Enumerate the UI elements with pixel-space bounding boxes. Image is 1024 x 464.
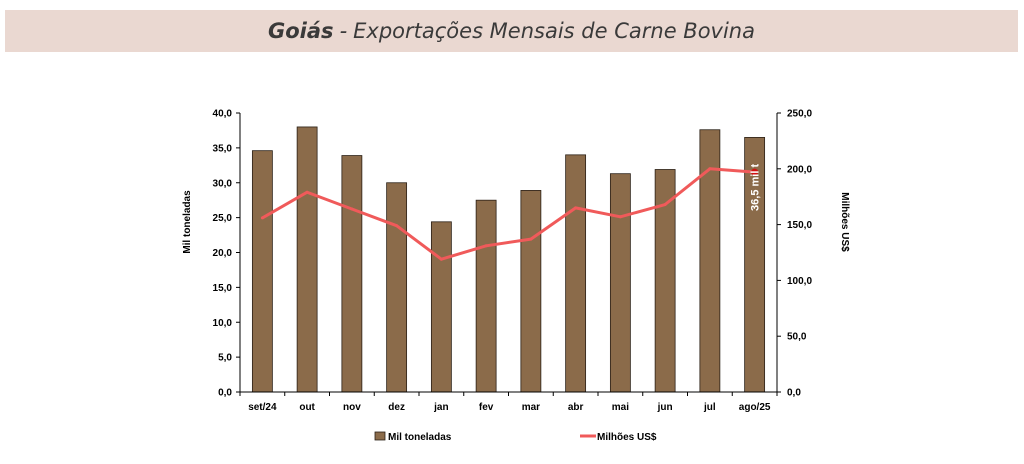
title-region: Goiás <box>268 19 334 43</box>
x-tick-label: nov <box>343 402 361 413</box>
x-tick-label: jul <box>703 402 716 413</box>
y-tick-label: 10,0 <box>213 318 233 329</box>
y2-tick-label: 0,0 <box>787 388 801 399</box>
y2-axis-title: Milhões US$ <box>839 192 850 252</box>
left-axis-ticks: 0,0 5,0 10,0 15,0 20,0 25,0 30,0 35,0 40,0 <box>213 109 240 399</box>
bar-series <box>251 126 766 393</box>
y2-tick-label: 200,0 <box>787 164 812 175</box>
bar-nov <box>341 155 363 393</box>
right-axis-ticks: 0,0 50,0 100,0 150,0 200,0 250,0 <box>777 109 812 399</box>
bar-mai <box>609 173 631 393</box>
legend-bar-swatch <box>374 431 386 441</box>
usd-point-set-24 <box>260 216 264 220</box>
y-tick-label: 40,0 <box>213 109 233 120</box>
y-tick-label: 30,0 <box>213 178 233 189</box>
y-tick-label: 35,0 <box>213 143 233 154</box>
legend: Mil toneladas Milhões US$ <box>374 431 657 443</box>
x-tick-label: set/24 <box>248 402 277 413</box>
y-tick-label: 20,0 <box>213 248 233 259</box>
usd-line <box>261 167 755 261</box>
bar-fev <box>475 199 497 393</box>
x-tick-label: abr <box>568 402 584 413</box>
y-axis-title: Mil toneladas <box>182 190 193 254</box>
title-subtitle: Exportações Mensais de Carne Bovina <box>353 19 755 43</box>
y-tick-label: 15,0 <box>213 283 233 294</box>
chart-title-bar: Goiás - Exportações Mensais de Carne Bov… <box>5 10 1018 52</box>
y2-tick-label: 100,0 <box>787 276 812 287</box>
x-axis-ticks: set/24 out nov dez jan fev mar abr mai jun jul ago/… <box>248 402 771 413</box>
y2-tick-label: 250,0 <box>787 109 812 120</box>
usd-point-out <box>305 190 309 194</box>
bar-jan <box>430 221 452 393</box>
y-tick-label: 25,0 <box>213 213 233 224</box>
x-tick-label: out <box>299 402 315 413</box>
usd-point-jul <box>708 167 712 171</box>
usd-point-abr <box>574 206 578 210</box>
x-tick-label: mar <box>522 402 540 413</box>
bar-mar <box>520 190 542 393</box>
y2-tick-label: 50,0 <box>787 332 807 343</box>
y-tick-label: 0,0 <box>218 388 232 399</box>
axes <box>239 113 778 396</box>
bar-dez <box>386 182 408 393</box>
usd-point-fev <box>484 244 488 248</box>
bar-annotation: 36,5 mil t <box>750 164 762 211</box>
x-tick-label: jan <box>433 402 448 413</box>
usd-point-jan <box>439 257 443 261</box>
title-separator: - <box>339 19 348 43</box>
y2-tick-label: 150,0 <box>787 220 812 231</box>
bar-abr <box>565 154 587 393</box>
x-tick-label: mai <box>612 402 629 413</box>
x-tick-label: jun <box>657 402 673 413</box>
bar-set-24 <box>251 150 273 393</box>
bar-out <box>296 126 318 393</box>
y-tick-label: 5,0 <box>218 353 232 364</box>
legend-bar-label: Mil toneladas <box>388 432 452 443</box>
usd-point-jun <box>663 203 667 207</box>
usd-point-nov <box>350 207 354 211</box>
usd-point-ago-25 <box>751 168 759 176</box>
usd-point-dez <box>395 224 399 228</box>
x-tick-label: dez <box>388 402 405 413</box>
x-tick-label: ago/25 <box>739 402 771 413</box>
legend-line-label: Milhões US$ <box>597 432 657 443</box>
line-series <box>260 167 759 261</box>
x-tick-label: fev <box>479 402 494 413</box>
usd-point-mai <box>618 215 622 219</box>
usd-point-mar <box>529 237 533 241</box>
